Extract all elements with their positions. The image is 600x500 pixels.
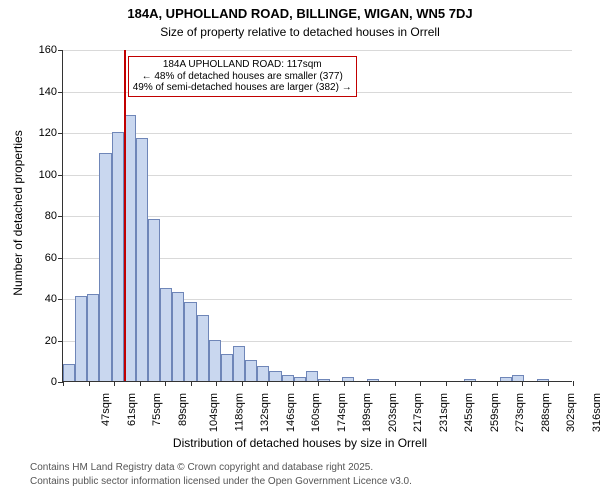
x-tick-mark [63, 381, 64, 386]
x-tick-label: 160sqm [310, 387, 322, 432]
plot-area: 02040608010012014016047sqm61sqm75sqm89sq… [62, 50, 572, 382]
histogram-bar [233, 346, 245, 381]
y-tick-label: 80 [45, 210, 63, 222]
histogram-bar [197, 315, 209, 381]
histogram-bar [148, 219, 160, 381]
x-tick-mark [471, 381, 472, 386]
x-tick-mark [114, 381, 115, 386]
histogram-bar [63, 364, 75, 381]
x-tick-mark [446, 381, 447, 386]
x-tick-mark [216, 381, 217, 386]
histogram-bar [172, 292, 184, 381]
x-tick-mark [267, 381, 268, 386]
x-tick-label: 189sqm [361, 387, 373, 432]
histogram-bar [294, 377, 306, 381]
x-tick-label: 132sqm [259, 387, 271, 432]
reference-line [124, 50, 126, 381]
histogram-bar [245, 360, 257, 381]
histogram-bar [75, 296, 87, 381]
x-tick-mark [140, 381, 141, 386]
x-axis-label: Distribution of detached houses by size … [0, 436, 600, 450]
x-tick-mark [548, 381, 549, 386]
histogram-bar [318, 379, 330, 381]
y-gridline [63, 133, 572, 134]
x-tick-label: 245sqm [463, 387, 475, 432]
x-tick-label: 89sqm [177, 387, 189, 426]
histogram-bar [112, 132, 124, 381]
histogram-bar [221, 354, 233, 381]
footnote-1: Contains HM Land Registry data © Crown c… [30, 462, 373, 473]
x-tick-mark [573, 381, 574, 386]
x-tick-label: 61sqm [126, 387, 138, 426]
annotation-line-2: ← 48% of detached houses are smaller (37… [133, 71, 352, 83]
x-tick-label: 174sqm [336, 387, 348, 432]
x-tick-mark [318, 381, 319, 386]
histogram-bar [184, 302, 196, 381]
y-tick-label: 120 [39, 127, 63, 139]
histogram-bar [269, 371, 281, 381]
y-tick-label: 0 [51, 376, 63, 388]
annotation-box: 184A UPHOLLAND ROAD: 117sqm← 48% of deta… [128, 56, 357, 97]
y-tick-label: 100 [39, 169, 63, 181]
x-tick-mark [165, 381, 166, 386]
histogram-bar [257, 366, 269, 381]
x-tick-label: 75sqm [151, 387, 163, 426]
x-tick-mark [344, 381, 345, 386]
histogram-bar [87, 294, 99, 381]
x-tick-label: 302sqm [565, 387, 577, 432]
chart-subtitle: Size of property relative to detached ho… [0, 25, 600, 39]
x-tick-mark [522, 381, 523, 386]
annotation-line-1: 184A UPHOLLAND ROAD: 117sqm [133, 59, 352, 71]
x-tick-label: 316sqm [591, 387, 600, 432]
y-tick-label: 140 [39, 86, 63, 98]
histogram-bar [306, 371, 318, 381]
x-tick-mark [191, 381, 192, 386]
footnote-2: Contains public sector information licen… [30, 476, 412, 487]
x-tick-label: 231sqm [438, 387, 450, 432]
histogram-bar [160, 288, 172, 381]
x-tick-label: 273sqm [514, 387, 526, 432]
y-axis-label: Number of detached properties [11, 113, 25, 313]
y-tick-label: 20 [45, 335, 63, 347]
x-tick-label: 47sqm [100, 387, 112, 426]
x-tick-mark [89, 381, 90, 386]
x-tick-label: 146sqm [285, 387, 297, 432]
histogram-bar [464, 379, 476, 381]
x-tick-label: 203sqm [387, 387, 399, 432]
x-tick-label: 118sqm [233, 387, 245, 431]
x-tick-mark [293, 381, 294, 386]
histogram-bar [99, 153, 111, 381]
histogram-bar [500, 377, 512, 381]
y-tick-label: 60 [45, 252, 63, 264]
x-tick-mark [420, 381, 421, 386]
x-tick-label: 104sqm [208, 387, 220, 432]
chart-container: 184A, UPHOLLAND ROAD, BILLINGE, WIGAN, W… [0, 0, 600, 500]
histogram-bar [136, 138, 148, 381]
annotation-line-3: 49% of semi-detached houses are larger (… [133, 82, 352, 94]
x-tick-label: 259sqm [489, 387, 501, 432]
x-tick-mark [242, 381, 243, 386]
x-tick-label: 217sqm [412, 387, 424, 432]
y-gridline [63, 50, 572, 51]
histogram-bar [209, 340, 221, 382]
y-tick-label: 40 [45, 293, 63, 305]
x-tick-mark [395, 381, 396, 386]
chart-title: 184A, UPHOLLAND ROAD, BILLINGE, WIGAN, W… [0, 6, 600, 21]
x-tick-label: 288sqm [540, 387, 552, 432]
y-tick-label: 160 [39, 44, 63, 56]
x-tick-mark [497, 381, 498, 386]
x-tick-mark [369, 381, 370, 386]
